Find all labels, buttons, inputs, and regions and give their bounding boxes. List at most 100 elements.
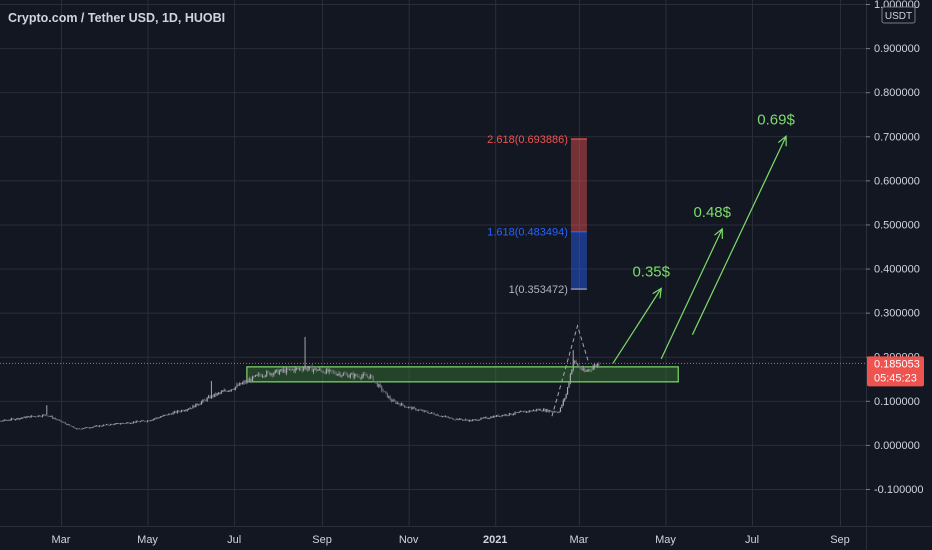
candle-body-340 (457, 418, 459, 420)
candle-256 (338, 371, 340, 377)
candle-338 (454, 419, 457, 421)
candle-219 (286, 366, 288, 376)
candle-250 (329, 369, 332, 372)
currency-badge[interactable]: USDT (881, 6, 916, 24)
candle-258 (341, 374, 343, 378)
candle-140 (173, 410, 176, 414)
candle-body-166 (210, 395, 213, 399)
candle-435 (592, 364, 594, 371)
candle-body-379 (513, 413, 515, 415)
price-tick-label-6: 0.400000 (874, 264, 920, 276)
time-tick-label-7: May (655, 534, 676, 546)
candle-335 (450, 417, 452, 419)
candle-body-178 (227, 390, 230, 392)
candle-body-67 (70, 425, 72, 427)
candle-body-370 (500, 415, 502, 417)
candle-body-50 (46, 415, 48, 417)
candle-body-47 (41, 414, 44, 417)
candle-206 (267, 370, 269, 373)
candle-152 (190, 408, 193, 410)
candle-262 (347, 372, 349, 378)
candles-layer (0, 336, 600, 430)
currency-badge-label: USDT (885, 11, 912, 22)
candle-220 (287, 365, 289, 370)
candle-body-428 (582, 368, 584, 370)
candle-62 (63, 421, 65, 424)
candle-body-38 (29, 416, 31, 418)
candle-body-299 (399, 403, 401, 406)
candle-175 (223, 388, 225, 392)
candle-body-233 (305, 367, 308, 370)
candle-body-311 (416, 410, 418, 411)
candle-body-78 (85, 427, 88, 428)
candle-body-333 (447, 417, 449, 418)
candle-170 (216, 392, 218, 397)
candle-48 (43, 414, 45, 416)
candle-body-74 (80, 428, 82, 430)
candle-body-279 (371, 375, 373, 377)
candle-426 (579, 365, 581, 370)
candle-389 (527, 411, 529, 413)
candle-body-111 (132, 421, 134, 423)
candle-171 (217, 391, 220, 395)
candle-242 (318, 367, 320, 371)
candle-body-96 (111, 424, 113, 425)
candle-body-260 (344, 373, 346, 375)
candle-body-357 (481, 417, 484, 419)
candle-body-132 (162, 415, 164, 417)
candle-233 (305, 365, 308, 371)
candle-438 (596, 363, 598, 368)
candle-38 (29, 416, 31, 419)
candle-body-22 (6, 420, 8, 421)
candle-35 (24, 416, 27, 419)
candle-264 (349, 372, 352, 379)
candle-190 (244, 379, 247, 384)
candle-376 (508, 412, 510, 416)
candle-body-278 (369, 375, 371, 379)
candle-208 (270, 372, 272, 377)
candle-body-85 (95, 425, 98, 427)
candle-body-76 (83, 428, 85, 430)
candle-body-30 (17, 418, 20, 420)
time-tick-label-2: Jul (227, 534, 241, 546)
candle-body-205 (266, 371, 268, 376)
candle-body-373 (504, 414, 506, 416)
candle-body-409 (555, 411, 557, 413)
candle-130 (159, 416, 161, 418)
candle-109 (129, 422, 132, 425)
candle-343 (461, 418, 464, 422)
candle-228 (298, 367, 300, 372)
candle-340 (457, 418, 459, 421)
candle-254 (335, 371, 337, 376)
candle-body-161 (203, 399, 205, 401)
candle-45 (39, 414, 41, 417)
time-tick-label-5: 2021 (483, 534, 507, 546)
target-arrow-shaft-0 (612, 288, 662, 364)
candle-body-218 (284, 369, 286, 373)
candle-411 (558, 411, 560, 413)
candle-293 (391, 398, 393, 403)
candle-319 (427, 411, 430, 414)
candle-297 (396, 401, 398, 405)
candle-296 (395, 400, 397, 405)
candle-288 (383, 391, 386, 393)
candle-body-383 (518, 412, 520, 413)
candle-body-91 (104, 424, 106, 426)
candle-18 (0, 420, 3, 422)
candle-body-427 (581, 368, 583, 370)
candle-body-412 (559, 407, 562, 412)
candle-body-397 (538, 409, 540, 411)
candle-380 (514, 411, 516, 415)
candle-126 (154, 418, 156, 420)
candle-276 (366, 374, 369, 379)
candle-391 (530, 410, 532, 412)
candle-59 (58, 419, 61, 421)
candle-body-149 (186, 409, 188, 411)
candle-body-225 (294, 368, 296, 372)
candle-body-49 (44, 414, 46, 416)
currency-badge-box[interactable] (881, 6, 916, 24)
candle-84 (94, 425, 96, 427)
candle-body-177 (226, 391, 228, 392)
